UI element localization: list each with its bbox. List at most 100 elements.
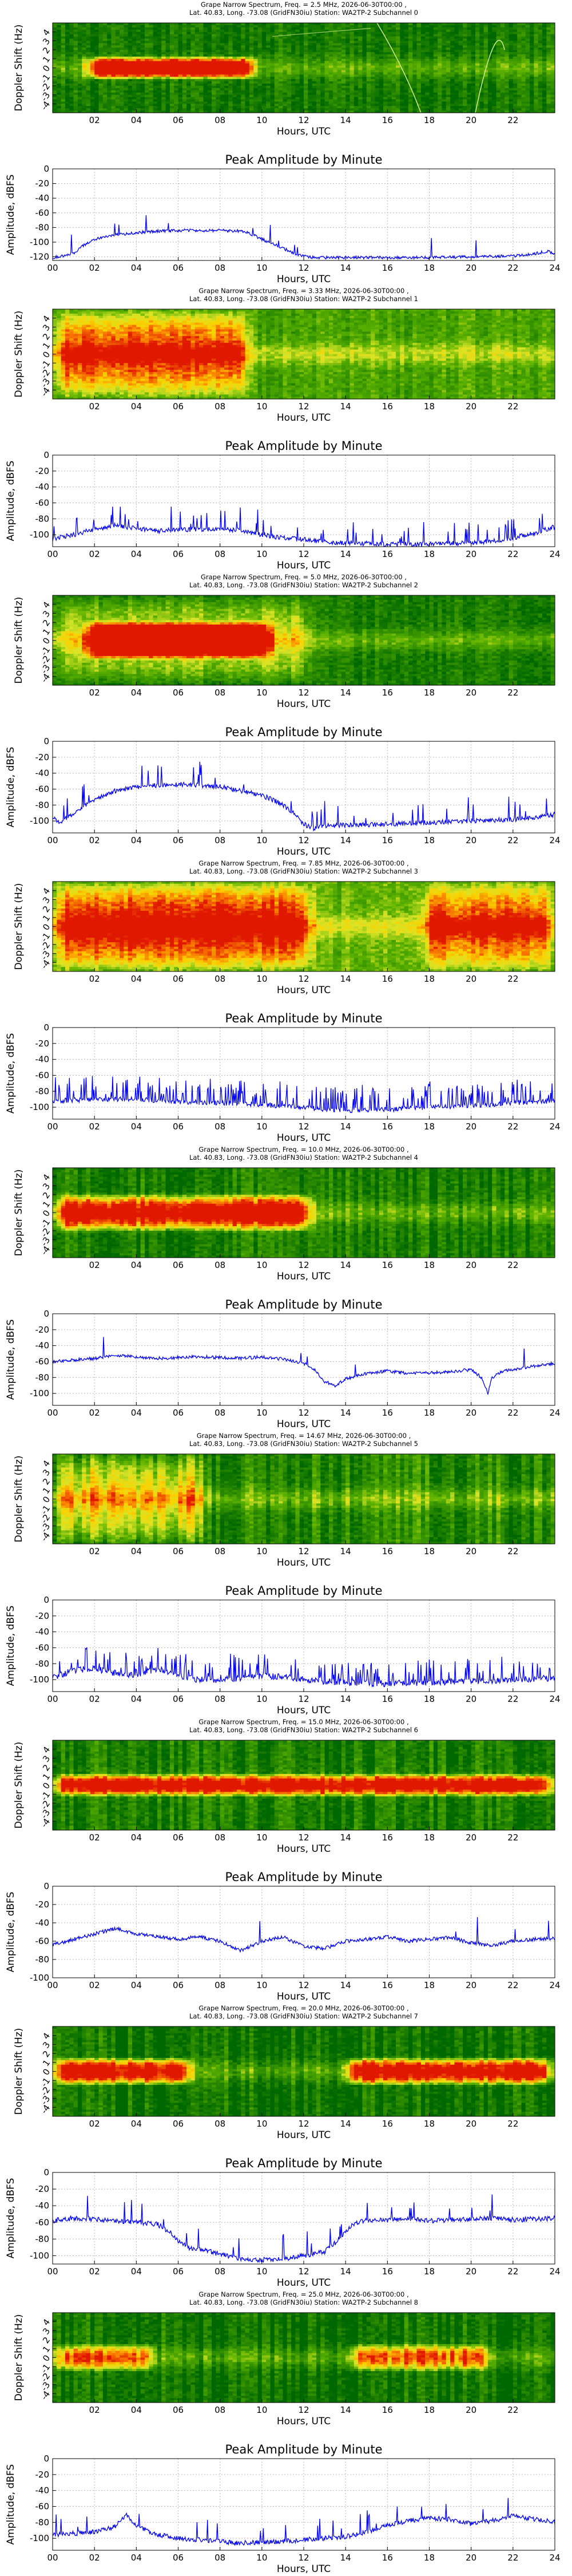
chart-title-line-1: Grape Narrow Spectrum, Freq. = 3.33 MHz,… bbox=[198, 287, 408, 295]
x-tick-label: 12 bbox=[298, 401, 309, 412]
y-tick-label: 0 bbox=[41, 922, 52, 932]
amplitude-series bbox=[53, 1647, 555, 1688]
x-tick-label: 08 bbox=[214, 1832, 225, 1843]
x-tick-label: 16 bbox=[382, 1832, 393, 1843]
x-tick-label: 04 bbox=[131, 115, 142, 125]
x-axis-label: Hours, UTC bbox=[277, 1991, 331, 2002]
x-axis-label: Hours, UTC bbox=[277, 985, 331, 996]
x-tick-label: 10 bbox=[256, 1121, 267, 1132]
y-tick-label: -60 bbox=[35, 2501, 50, 2511]
y-tick-label: 0 bbox=[41, 2067, 52, 2077]
y-axis-label: Doppler Shift (Hz) bbox=[13, 2028, 25, 2115]
x-tick-label: 18 bbox=[424, 401, 435, 412]
x-tick-label: 10 bbox=[256, 2266, 267, 2277]
x-tick-label: 08 bbox=[214, 1546, 225, 1556]
x-tick-label: 04 bbox=[131, 1408, 142, 1418]
x-tick-label: 12 bbox=[298, 263, 309, 273]
chart-title-line-1: Grape Narrow Spectrum, Freq. = 2.5 MHz, … bbox=[201, 1, 407, 9]
y-tick-label: -100 bbox=[30, 530, 49, 540]
y-axis-label: Amplitude, dBFS bbox=[5, 1892, 17, 1973]
y-tick-label: 0 bbox=[43, 2453, 49, 2464]
x-tick-label: 12 bbox=[298, 835, 309, 846]
x-tick-label: 18 bbox=[424, 2266, 435, 2277]
x-tick-label: 22 bbox=[507, 2119, 518, 2129]
y-tick-label: 2 bbox=[41, 904, 52, 914]
y-tick-label: -100 bbox=[30, 816, 49, 826]
amplitude-panel-5: Peak Amplitude by Minute 0 -20 -40 -60 -80 -10… bbox=[5, 1584, 561, 1716]
x-tick-label: 10 bbox=[256, 1980, 267, 1990]
x-tick-label: 02 bbox=[89, 1260, 100, 1270]
chart-title-line-1: Grape Narrow Spectrum, Freq. = 5.0 MHz, … bbox=[201, 573, 407, 581]
y-tick-label: -80 bbox=[35, 1372, 50, 1382]
x-tick-label: 16 bbox=[382, 401, 393, 412]
x-tick-label: 16 bbox=[382, 1260, 393, 1270]
x-tick-label: 12 bbox=[298, 688, 309, 698]
x-tick-label: 08 bbox=[214, 1408, 225, 1418]
spectrogram-heatmap bbox=[53, 309, 555, 399]
y-tick-label: -40 bbox=[35, 1054, 50, 1065]
chart-title: Peak Amplitude by Minute bbox=[225, 1870, 383, 1884]
x-tick-label: 12 bbox=[298, 1546, 309, 1556]
chart-title-line-2: Lat. 40.83, Long. -73.08 (GridFN30iu) St… bbox=[189, 1440, 418, 1448]
y-tick-label: -80 bbox=[35, 1086, 50, 1096]
x-axis-label: Hours, UTC bbox=[277, 560, 331, 571]
x-axis-label: Hours, UTC bbox=[277, 1419, 331, 1430]
y-tick-label: -100 bbox=[30, 1674, 49, 1685]
y-tick-label: 0 bbox=[41, 349, 52, 359]
x-tick-label: 04 bbox=[131, 1546, 142, 1556]
y-tick-label: -80 bbox=[35, 1954, 50, 1965]
y-tick-label: 4 bbox=[41, 600, 52, 610]
y-tick-label: 0 bbox=[43, 164, 49, 174]
x-tick-label: 06 bbox=[173, 1408, 184, 1418]
chart-title-line-1: Grape Narrow Spectrum, Freq. = 20.0 MHz,… bbox=[198, 2004, 408, 2012]
x-tick-label: 00 bbox=[47, 1408, 58, 1418]
x-tick-label: 04 bbox=[131, 974, 142, 984]
chart-panels: Grape Narrow Spectrum, Freq. = 2.5 MHz, … bbox=[5, 1, 561, 2575]
y-tick-label: 2 bbox=[41, 2335, 52, 2345]
x-tick-label: 04 bbox=[131, 2405, 142, 2415]
x-axis-label: Hours, UTC bbox=[277, 126, 331, 137]
x-tick-label: 02 bbox=[89, 1980, 100, 1990]
x-tick-label: 00 bbox=[47, 2266, 58, 2277]
y-tick-label: -80 bbox=[35, 2234, 50, 2244]
y-tick-label: -40 bbox=[35, 2200, 50, 2211]
y-tick-label: 3 bbox=[41, 2326, 52, 2336]
x-tick-label: 22 bbox=[507, 1832, 518, 1843]
y-tick-label: 0 bbox=[41, 1494, 52, 1504]
x-tick-label: 12 bbox=[298, 2553, 309, 2563]
x-axis-label: Hours, UTC bbox=[277, 2129, 331, 2141]
x-tick-label: 02 bbox=[89, 1121, 100, 1132]
x-tick-label: 20 bbox=[466, 1546, 476, 1556]
x-tick-label: 02 bbox=[89, 1408, 100, 1418]
x-tick-label: 20 bbox=[466, 1832, 476, 1843]
chart-title-line-1: Grape Narrow Spectrum, Freq. = 15.0 MHz,… bbox=[198, 1718, 408, 1726]
y-tick-label: 0 bbox=[41, 1780, 52, 1791]
x-tick-label: 10 bbox=[256, 2405, 267, 2415]
x-tick-label: 02 bbox=[89, 263, 100, 273]
y-tick-label: -60 bbox=[35, 1642, 50, 1653]
chart-title: Peak Amplitude by Minute bbox=[225, 153, 383, 167]
amplitude-panel-4: Peak Amplitude by Minute 0 -20 -40 -60 -80 -10… bbox=[5, 1298, 561, 1430]
chart-title: Peak Amplitude by Minute bbox=[225, 1298, 383, 1311]
x-tick-label: 04 bbox=[131, 688, 142, 698]
y-tick-label: -20 bbox=[35, 179, 50, 189]
x-tick-label: 08 bbox=[214, 2405, 225, 2415]
x-tick-label: 20 bbox=[466, 2119, 476, 2129]
x-tick-label: 02 bbox=[89, 974, 100, 984]
x-tick-label: 24 bbox=[549, 263, 560, 273]
x-tick-label: 14 bbox=[340, 1408, 351, 1418]
x-tick-label: 14 bbox=[340, 1121, 351, 1132]
x-tick-label: 10 bbox=[256, 2553, 267, 2563]
x-tick-label: 14 bbox=[340, 2119, 351, 2129]
x-tick-label: 16 bbox=[382, 2405, 393, 2415]
y-tick-label: 1 bbox=[41, 1485, 52, 1496]
x-tick-label: 24 bbox=[549, 1121, 560, 1132]
y-tick-label: 1 bbox=[41, 627, 52, 637]
y-tick-label: 0 bbox=[43, 2167, 49, 2178]
y-tick-label: -1 bbox=[39, 1217, 52, 1230]
x-tick-label: 04 bbox=[131, 1260, 142, 1270]
y-tick-label: 3 bbox=[41, 895, 52, 905]
chart-title-line-2: Lat. 40.83, Long. -73.08 (GridFN30iu) St… bbox=[189, 867, 418, 875]
x-tick-label: 10 bbox=[256, 115, 267, 125]
